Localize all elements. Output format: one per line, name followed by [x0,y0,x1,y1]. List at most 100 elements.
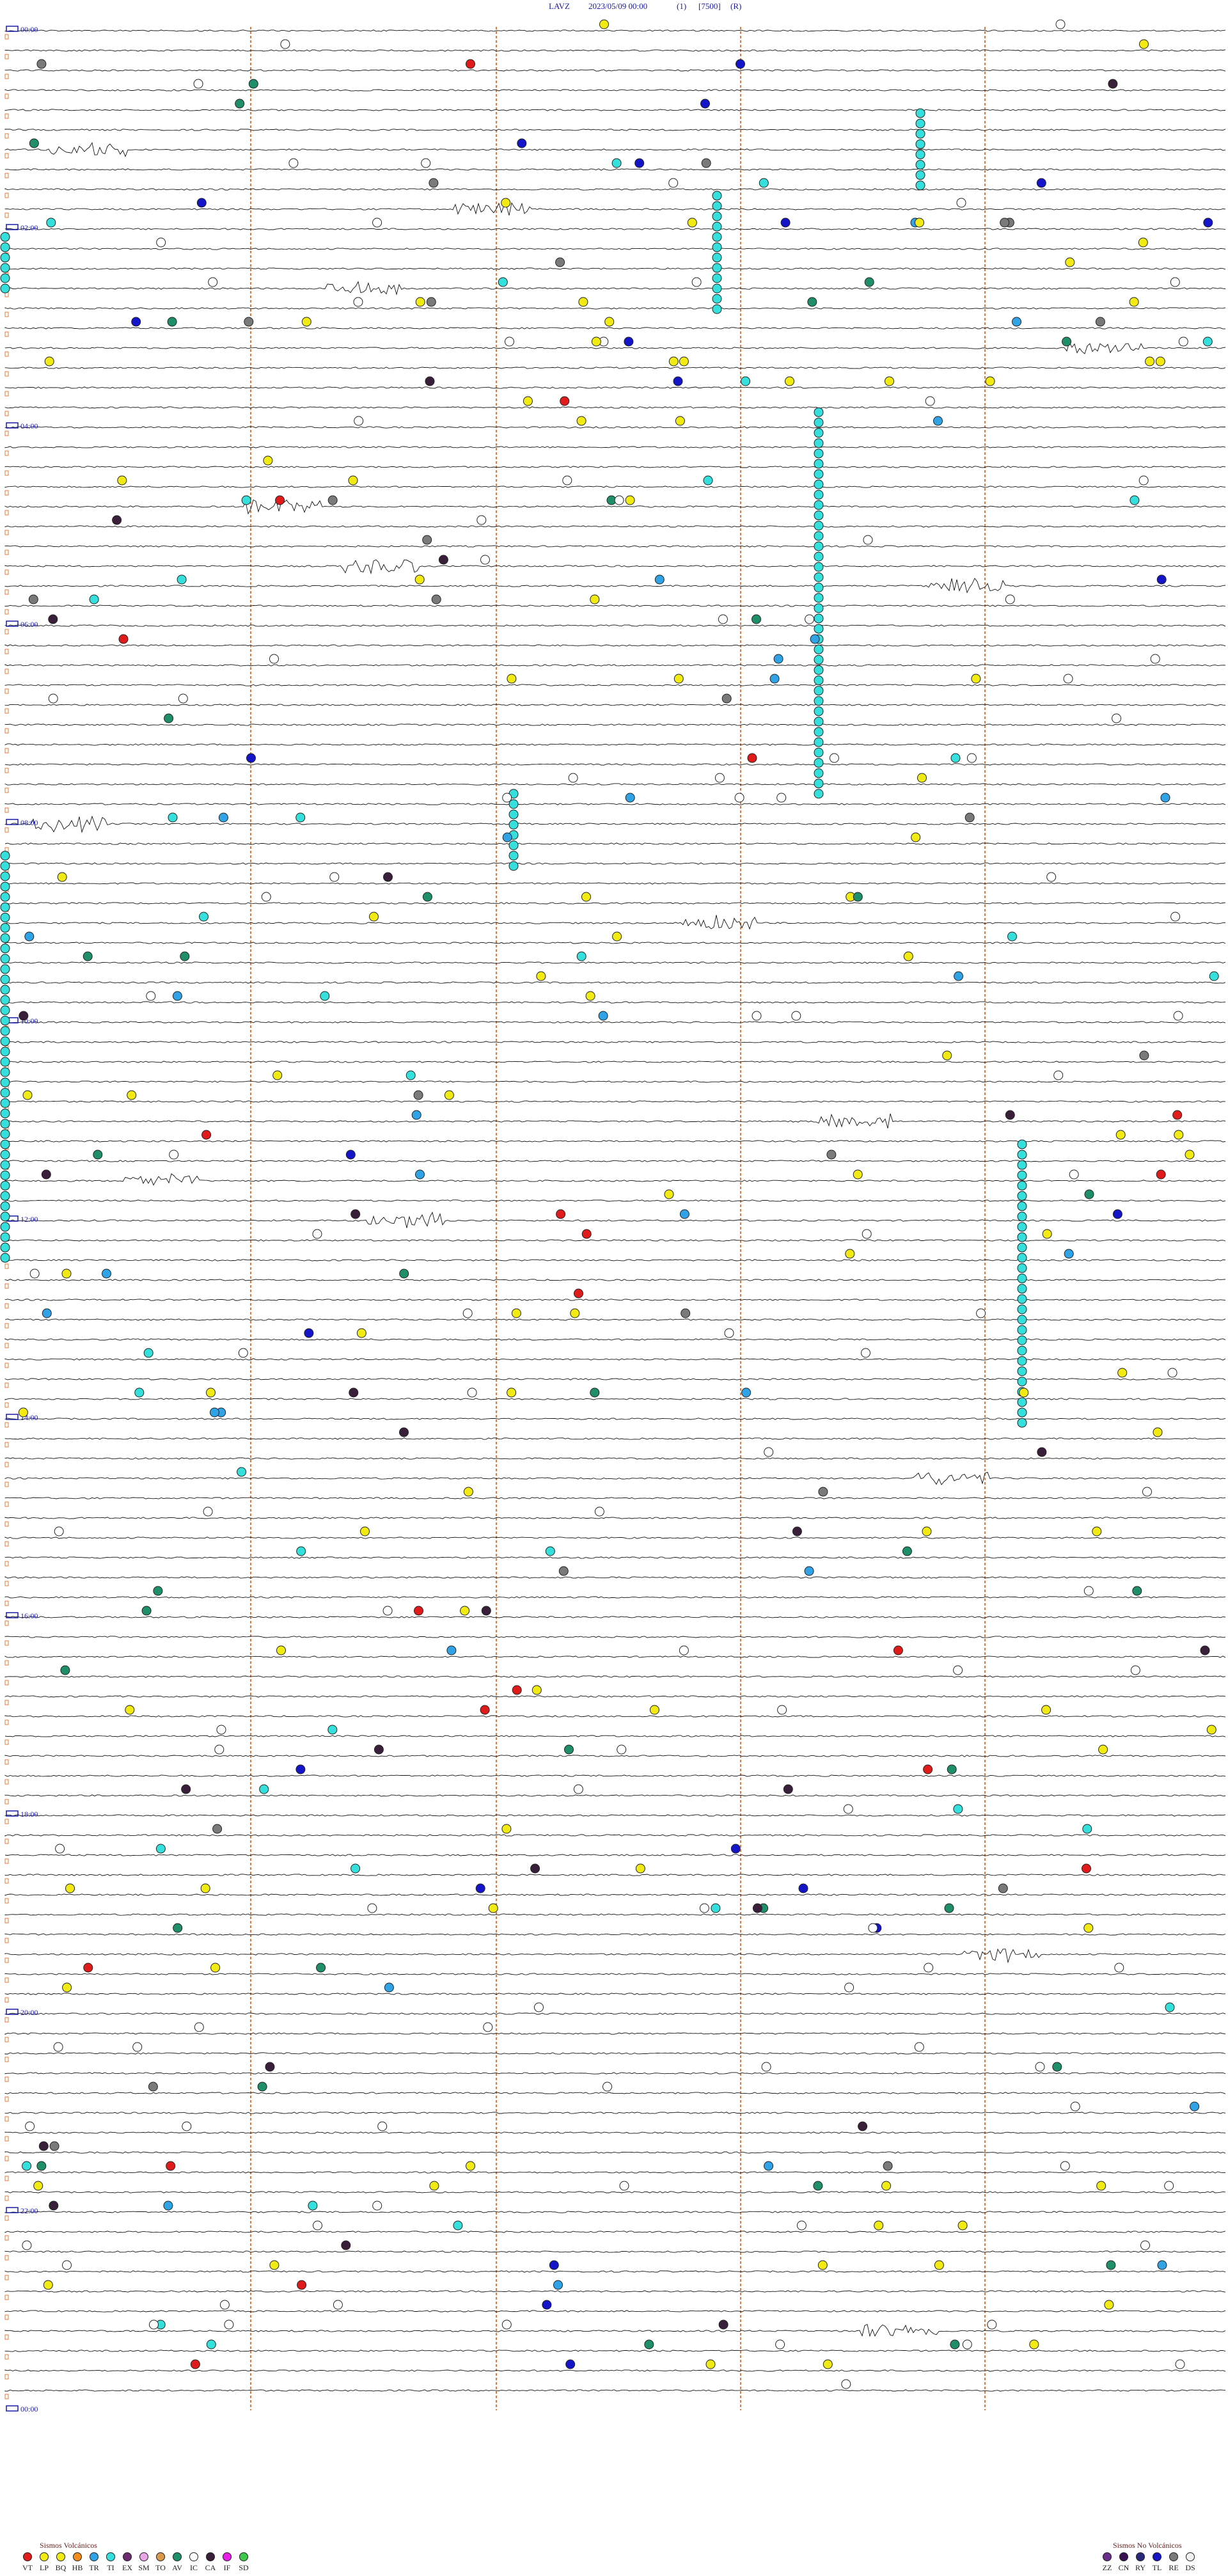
legend-dot-icon [73,2552,82,2561]
event-marker-tremor [814,562,824,572]
event-marker-tremor [712,304,722,314]
event-marker-tremor [814,789,824,799]
row-marker [4,54,9,59]
trace-row [4,1854,1226,1856]
event-marker [556,1209,566,1219]
event-marker [383,872,393,882]
event-marker-tremor [0,944,10,954]
row-marker [4,1581,9,1586]
event-marker [156,237,166,248]
legend-label: ZZ [1102,2563,1112,2572]
event-marker [944,1903,954,1913]
event-marker [166,2161,176,2171]
event-marker [83,1963,93,1973]
trace-row [4,1993,1226,1995]
event-marker [885,376,894,386]
event-marker [792,1526,802,1537]
trace-row [4,2211,1226,2213]
event-marker [776,793,787,803]
trace-row [4,188,1226,191]
event-marker [923,1764,933,1774]
time-label-box [6,2405,19,2412]
row-marker [4,688,9,694]
event-marker [446,1645,457,1655]
event-marker [1104,2300,1114,2310]
event-marker [269,654,279,664]
row-marker [4,193,9,198]
event-marker [950,753,961,763]
time-label-box [6,620,19,627]
trace-row [4,981,1226,984]
trace-row [4,1021,1226,1023]
row-marker [4,1997,9,2003]
event-marker-tremor [915,149,925,159]
event-marker [415,297,425,307]
trace-row [4,267,1226,270]
event-marker [118,634,129,644]
time-label: 16:00 [20,1611,38,1620]
event-marker [421,158,431,168]
event-marker [914,2042,924,2052]
trace-row [4,2012,1226,2015]
event-marker-tremor [0,1098,10,1108]
trace-row [4,1378,1226,1380]
event-marker [581,1229,592,1239]
event-marker [673,674,684,684]
row-marker [4,609,9,615]
event-marker [261,892,271,902]
event-marker [41,1169,51,1180]
event-marker [862,1229,872,1239]
event-marker [218,812,228,823]
event-marker [602,2082,612,2092]
event-marker [414,1606,423,1616]
trace-row [4,815,1226,834]
event-marker [42,1308,52,1318]
event-marker [54,1526,64,1537]
event-marker-tremor [508,851,519,861]
event-marker [483,2022,493,2032]
trace-row [4,1100,1226,1103]
trace-row [4,1834,1226,1837]
legend-nonvolcanic-item-tl: TL [1149,2552,1165,2573]
event-marker [574,1288,583,1299]
legend-dot-icon [223,2552,232,2561]
event-marker [542,2300,552,2310]
event-marker [1060,2161,1070,2171]
trace-row [4,1418,1226,1420]
event-marker [512,1685,522,1695]
event-marker [953,1665,963,1675]
event-marker [350,1863,361,1874]
event-marker [664,1189,674,1199]
event-marker [501,198,511,208]
trace-row [4,624,1226,627]
event-marker-tremor [814,407,824,417]
event-marker [925,396,935,406]
row-marker [4,2136,9,2142]
event-marker [590,594,600,604]
event-marker [460,1606,470,1616]
row-marker [4,1680,9,1686]
event-marker [414,574,425,585]
row-marker [4,2374,9,2380]
event-marker [463,1487,473,1497]
event-marker [1145,356,1155,367]
event-marker [798,1883,808,1893]
event-marker [1138,475,1149,486]
event-marker-tremor [0,995,10,1005]
row-marker [4,1898,9,1904]
event-marker [950,2339,960,2350]
event-marker [545,1546,555,1556]
event-marker [673,376,683,386]
legend-dot-icon [239,2552,248,2561]
event-marker-tremor [1017,1232,1027,1242]
event-marker [785,376,794,386]
event-marker [962,2339,972,2350]
event-marker-tremor [814,737,824,747]
event-marker-tremor [712,232,722,242]
event-marker [196,198,207,208]
event-marker [1202,336,1213,347]
event-marker [22,2161,32,2171]
event-marker [505,336,514,347]
event-marker [568,773,578,783]
event-marker [295,1764,306,1774]
